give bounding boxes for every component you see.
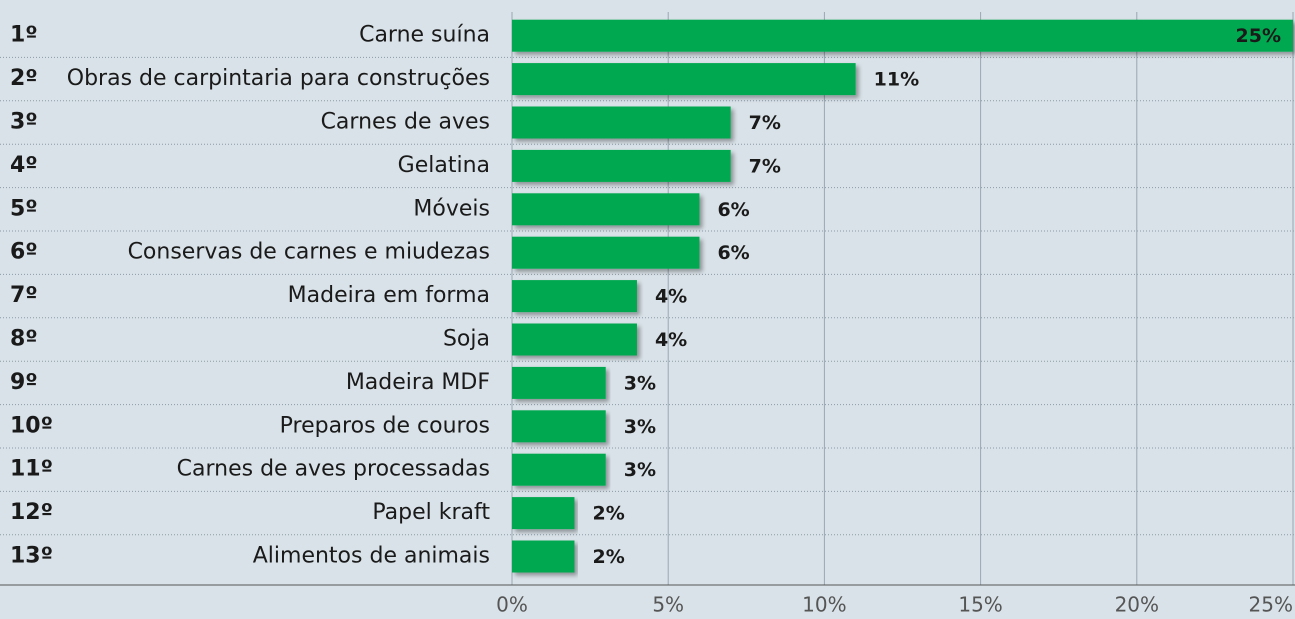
bar: [512, 323, 637, 356]
value-label: 6%: [717, 199, 749, 221]
category-label: Carnes de aves: [321, 110, 490, 135]
bar: [512, 540, 575, 573]
category-label: Carnes de aves processadas: [177, 457, 490, 482]
x-tick-label: 20%: [1115, 593, 1159, 617]
x-tick-label: 25%: [1249, 593, 1293, 617]
category-label: Alimentos de animais: [253, 544, 490, 569]
rank: 1º: [10, 23, 38, 48]
x-tick-label: 10%: [802, 593, 846, 617]
rank: 8º: [10, 327, 38, 352]
bar: [512, 497, 575, 530]
x-tick-label: 15%: [958, 593, 1002, 617]
category-label: Conservas de carnes e miudezas: [128, 240, 490, 265]
category-label: Madeira em forma: [288, 283, 490, 308]
bar: [512, 106, 731, 139]
value-label: 3%: [624, 416, 656, 438]
rank: 5º: [10, 196, 38, 221]
rank: 9º: [10, 370, 38, 395]
bar: [512, 366, 606, 399]
rank: 11º: [10, 457, 53, 482]
bar: [512, 63, 856, 96]
category-label: Obras de carpintaria para construções: [67, 66, 490, 91]
category-label: Papel kraft: [372, 500, 490, 525]
rank: 7º: [10, 283, 38, 308]
value-label: 3%: [624, 372, 656, 394]
rank: 6º: [10, 240, 38, 265]
x-tick-label: 0%: [496, 593, 528, 617]
x-tick-label: 5%: [652, 593, 684, 617]
rank: 10º: [10, 413, 53, 438]
bar: [512, 193, 700, 226]
value-label: 7%: [749, 112, 781, 134]
value-label: 6%: [717, 242, 749, 264]
bar: [512, 410, 606, 443]
bar: [512, 236, 700, 269]
value-label: 3%: [624, 459, 656, 481]
category-label: Soja: [443, 327, 490, 352]
category-label: Preparos de couros: [280, 413, 490, 438]
bar: [512, 19, 1293, 52]
value-label: 25%: [1236, 25, 1281, 47]
category-label: Móveis: [413, 196, 490, 221]
rank: 2º: [10, 66, 38, 91]
bar: [512, 453, 606, 486]
rank: 3º: [10, 110, 38, 135]
value-label: 4%: [655, 329, 687, 351]
rank: 4º: [10, 153, 38, 178]
rank: 12º: [10, 500, 53, 525]
value-label: 7%: [749, 155, 781, 177]
value-label: 4%: [655, 286, 687, 308]
category-label: Carne suína: [359, 23, 490, 48]
bar: [512, 280, 637, 313]
category-label: Gelatina: [398, 153, 490, 178]
bar: [512, 149, 731, 182]
value-label: 11%: [874, 69, 919, 91]
category-label: Madeira MDF: [346, 370, 490, 395]
value-label: 2%: [592, 546, 624, 568]
rank: 13º: [10, 544, 53, 569]
value-label: 2%: [592, 503, 624, 525]
